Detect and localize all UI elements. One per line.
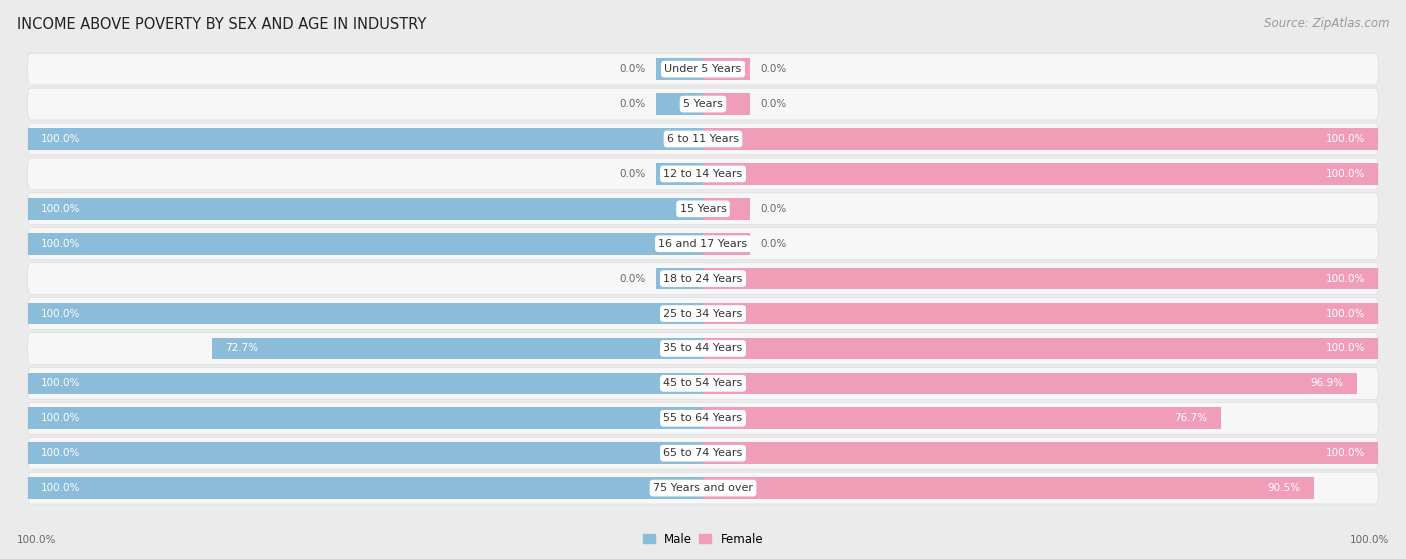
- Text: 100.0%: 100.0%: [1326, 343, 1365, 353]
- Text: 0.0%: 0.0%: [619, 169, 645, 179]
- Text: Source: ZipAtlas.com: Source: ZipAtlas.com: [1264, 17, 1389, 30]
- Bar: [703, 408, 1220, 429]
- Text: 0.0%: 0.0%: [619, 64, 645, 74]
- Text: 0.0%: 0.0%: [619, 273, 645, 283]
- Bar: [28, 477, 703, 499]
- Bar: [703, 128, 1378, 150]
- Bar: [28, 303, 703, 324]
- Text: 100.0%: 100.0%: [1326, 134, 1365, 144]
- Text: 100.0%: 100.0%: [1326, 273, 1365, 283]
- Text: 25 to 34 Years: 25 to 34 Years: [664, 309, 742, 319]
- Bar: [28, 233, 703, 254]
- FancyBboxPatch shape: [28, 88, 1378, 120]
- Text: 100.0%: 100.0%: [1326, 169, 1365, 179]
- Text: 65 to 74 Years: 65 to 74 Years: [664, 448, 742, 458]
- Bar: [655, 93, 703, 115]
- Text: 100.0%: 100.0%: [1326, 309, 1365, 319]
- Text: 55 to 64 Years: 55 to 64 Years: [664, 413, 742, 423]
- Bar: [703, 338, 1378, 359]
- Bar: [703, 442, 1378, 464]
- FancyBboxPatch shape: [28, 402, 1378, 434]
- Text: 12 to 14 Years: 12 to 14 Years: [664, 169, 742, 179]
- Text: 45 to 54 Years: 45 to 54 Years: [664, 378, 742, 389]
- Text: Under 5 Years: Under 5 Years: [665, 64, 741, 74]
- FancyBboxPatch shape: [28, 437, 1378, 469]
- Bar: [703, 163, 1378, 184]
- Bar: [703, 93, 751, 115]
- Bar: [28, 128, 703, 150]
- Bar: [655, 268, 703, 290]
- Legend: Male, Female: Male, Female: [638, 528, 768, 551]
- Text: 100.0%: 100.0%: [41, 239, 80, 249]
- Bar: [655, 163, 703, 184]
- Bar: [703, 268, 1378, 290]
- Text: 100.0%: 100.0%: [41, 134, 80, 144]
- Text: 100.0%: 100.0%: [41, 378, 80, 389]
- Bar: [703, 233, 751, 254]
- Text: 0.0%: 0.0%: [761, 204, 787, 214]
- FancyBboxPatch shape: [28, 472, 1378, 504]
- FancyBboxPatch shape: [28, 193, 1378, 225]
- FancyBboxPatch shape: [28, 228, 1378, 259]
- FancyBboxPatch shape: [28, 263, 1378, 295]
- Text: 100.0%: 100.0%: [41, 204, 80, 214]
- Text: 100.0%: 100.0%: [17, 535, 56, 545]
- FancyBboxPatch shape: [28, 158, 1378, 190]
- Bar: [28, 442, 703, 464]
- Bar: [212, 338, 703, 359]
- Text: 5 Years: 5 Years: [683, 99, 723, 109]
- FancyBboxPatch shape: [28, 333, 1378, 364]
- Bar: [28, 198, 703, 220]
- Text: 18 to 24 Years: 18 to 24 Years: [664, 273, 742, 283]
- Bar: [703, 58, 751, 80]
- Text: 100.0%: 100.0%: [41, 309, 80, 319]
- Bar: [703, 198, 751, 220]
- Bar: [703, 372, 1358, 394]
- Text: 6 to 11 Years: 6 to 11 Years: [666, 134, 740, 144]
- Bar: [28, 408, 703, 429]
- FancyBboxPatch shape: [28, 123, 1378, 155]
- Bar: [703, 477, 1315, 499]
- Bar: [28, 372, 703, 394]
- FancyBboxPatch shape: [28, 297, 1378, 329]
- Text: 100.0%: 100.0%: [1350, 535, 1389, 545]
- Text: 100.0%: 100.0%: [41, 448, 80, 458]
- Text: 0.0%: 0.0%: [619, 99, 645, 109]
- Text: 0.0%: 0.0%: [761, 99, 787, 109]
- Text: 0.0%: 0.0%: [761, 239, 787, 249]
- Text: INCOME ABOVE POVERTY BY SEX AND AGE IN INDUSTRY: INCOME ABOVE POVERTY BY SEX AND AGE IN I…: [17, 17, 426, 32]
- FancyBboxPatch shape: [28, 53, 1378, 85]
- Text: 15 Years: 15 Years: [679, 204, 727, 214]
- Text: 96.9%: 96.9%: [1310, 378, 1344, 389]
- Bar: [703, 303, 1378, 324]
- Text: 0.0%: 0.0%: [761, 64, 787, 74]
- Text: 35 to 44 Years: 35 to 44 Years: [664, 343, 742, 353]
- Text: 100.0%: 100.0%: [41, 483, 80, 493]
- Text: 76.7%: 76.7%: [1174, 413, 1208, 423]
- Text: 16 and 17 Years: 16 and 17 Years: [658, 239, 748, 249]
- FancyBboxPatch shape: [28, 367, 1378, 399]
- Bar: [655, 58, 703, 80]
- Text: 90.5%: 90.5%: [1268, 483, 1301, 493]
- Text: 100.0%: 100.0%: [41, 413, 80, 423]
- Text: 75 Years and over: 75 Years and over: [652, 483, 754, 493]
- Text: 100.0%: 100.0%: [1326, 448, 1365, 458]
- Text: 72.7%: 72.7%: [225, 343, 259, 353]
